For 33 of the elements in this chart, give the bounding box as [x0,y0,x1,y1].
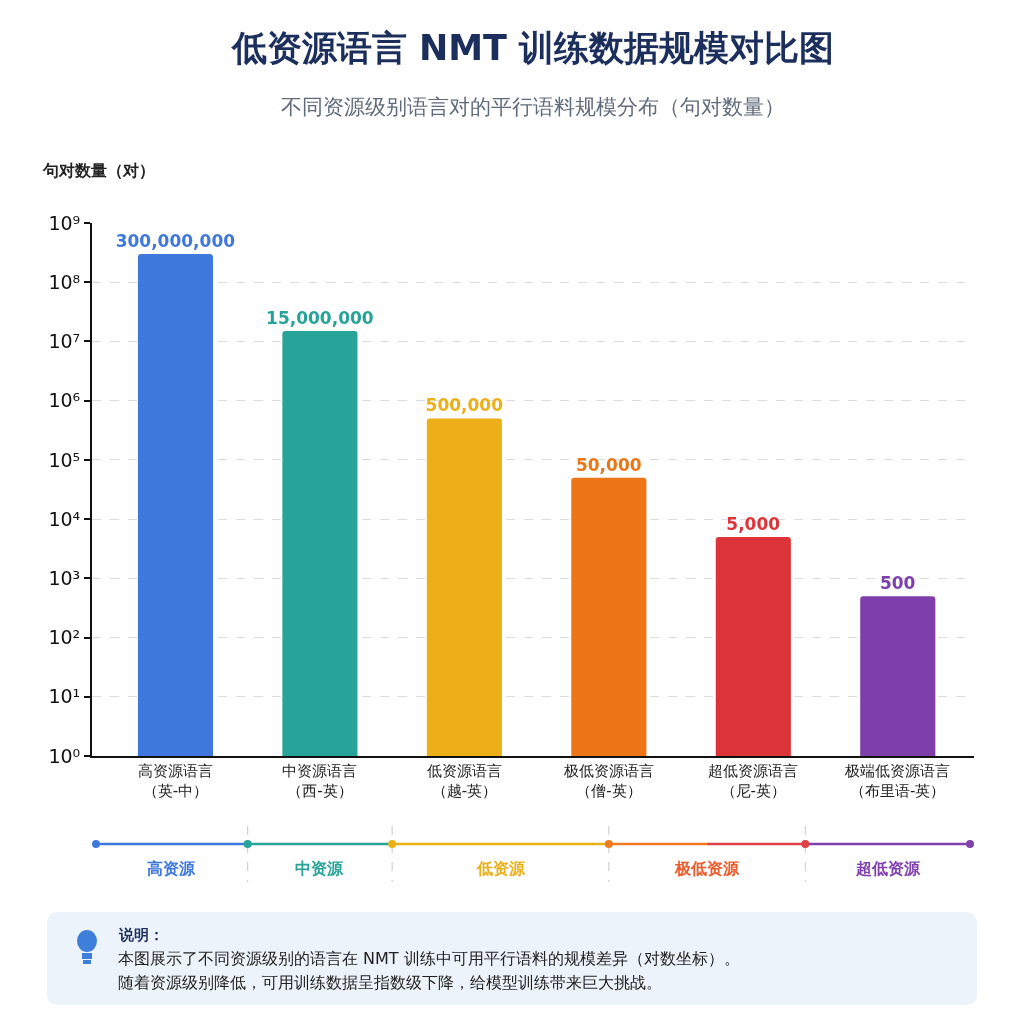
chart-title: 低资源语言 NMT 训练数据规模对比图 [229,28,835,69]
y-tick-label: 10⁷ [48,330,81,353]
y-tick-label: 10³ [48,566,81,589]
x-tick-label: 低资源语言（越-英） [426,762,502,800]
x-tick-label: 极端低资源语言（布里语-英） [844,762,951,800]
data-label: 500 [879,573,916,594]
text: 中资源 [295,859,344,878]
data-label: 15,000,000 [266,308,374,329]
text: 高资源 [147,859,196,878]
text: 极低资源 [674,859,740,878]
y-tick-label: 10⁰ [48,744,81,767]
y-axis-title: 句对数量（对） [42,161,155,180]
y-tick-label: 10⁹ [48,211,81,234]
y-tick-label: 10⁸ [48,270,81,293]
y-tick-label: 10¹ [48,685,81,708]
y-tick-label: 10⁵ [48,448,81,471]
data-label: 300,000,000 [115,230,236,251]
data-label: 500,000 [425,395,504,416]
text: 超低资源 [855,859,921,878]
chart-subtitle: 不同资源级别语言对的平行语料规模分布（句对数量） [281,95,785,119]
y-tick-label: 10⁴ [48,507,81,530]
y-tick-label: 10² [48,626,81,649]
x-tick-label: 中资源语言（西-英） [282,762,358,800]
y-tick-label: 10⁶ [48,389,81,412]
text: 说明： [118,926,164,944]
text: 随着资源级别降低，可用训练数据呈指数级下降，给模型训练带来巨大挑战。 [118,973,662,992]
x-tick-label: 超低资源语言（尼-英） [708,762,799,800]
data-label: 50,000 [575,454,642,475]
x-tick-label: 高资源语言（英-中） [137,762,213,800]
text: 本图展示了不同资源级别的语言在 NMT 训练中可用平行语料的规模差异（对数坐标）。 [118,949,740,968]
x-tick-label: 极低资源语言（僧-英） [562,762,654,800]
text: 低资源 [476,859,526,878]
data-label: 5,000 [726,513,781,534]
